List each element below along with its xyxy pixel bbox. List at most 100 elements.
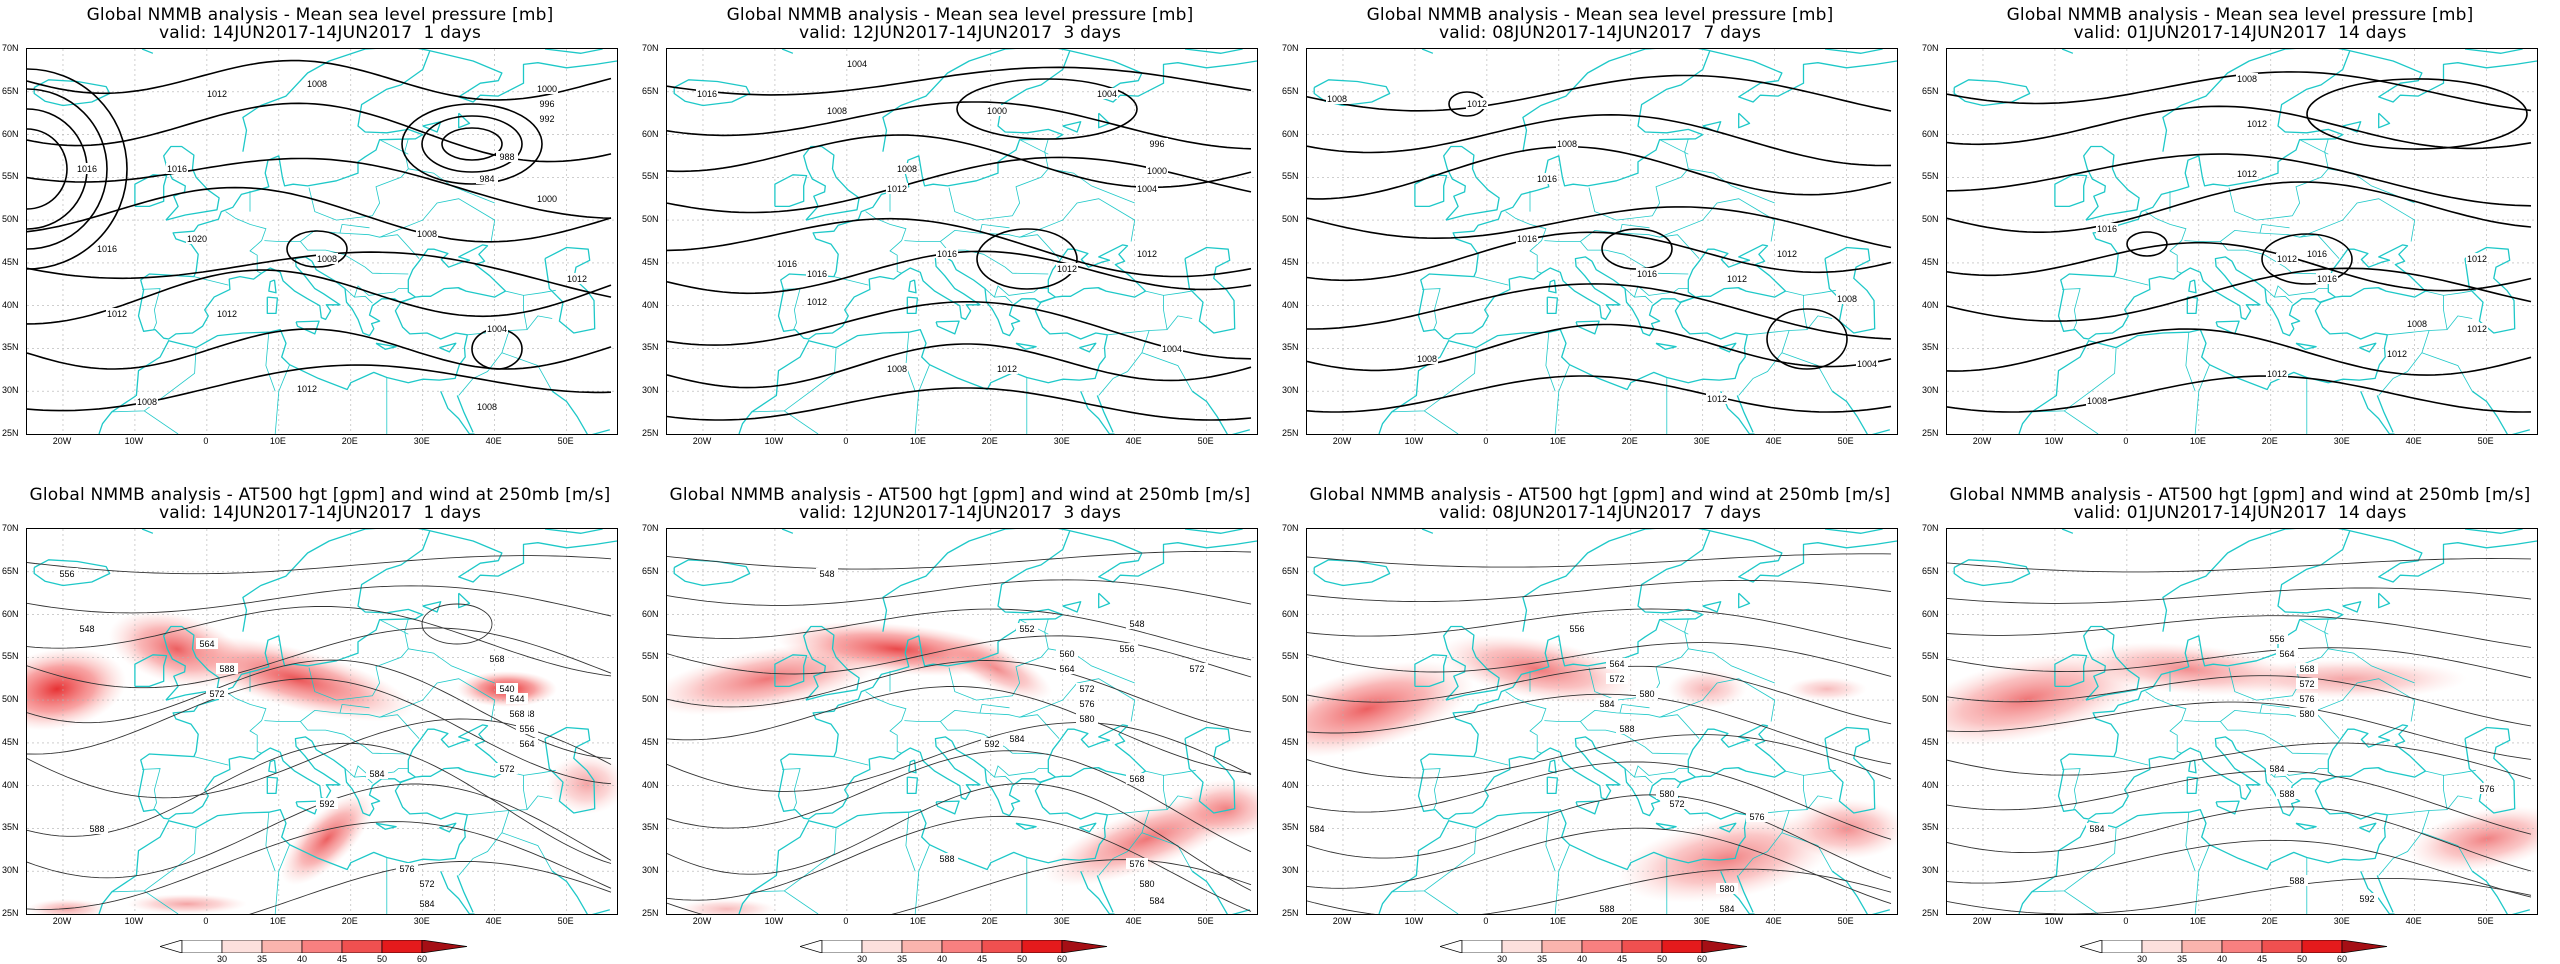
lat-tick-label: 55N	[1282, 651, 1299, 662]
map-area: 1004 1008 1000 1004 996 1000 1004 1008 1012 1016 1…	[666, 48, 1258, 435]
country-borders	[2031, 618, 2476, 914]
contour-label: 1012	[107, 309, 127, 319]
lat-tick-label: 70N	[1922, 523, 1939, 533]
colorbar-tick-label: 40	[1576, 954, 1587, 964]
panel-valid-period: valid: 14JUN2017-14JUN2017 1 days	[158, 23, 482, 43]
lon-tick-label: 30E	[2333, 916, 2350, 926]
lon-tick-label: 20W	[692, 436, 712, 446]
map-area: 5565485645885725685405445485565645725845…	[26, 528, 618, 915]
colorbar-tick-label: 30	[2136, 954, 2147, 964]
lat-tick-label: 25N	[1282, 428, 1299, 438]
contour-label: 1016	[697, 89, 717, 99]
coastlines	[1953, 49, 2537, 434]
colorbar-tick-label: 45	[336, 954, 347, 964]
contour-label: 580	[1639, 689, 1654, 699]
contour-lines	[27, 59, 612, 412]
lon-tick-label: 20W	[1332, 916, 1352, 926]
lat-tick-label: 65N	[642, 565, 659, 576]
lon-tick-label: 40E	[1125, 436, 1142, 446]
panel-valid-period: valid: 14JUN2017-14JUN2017 1 days	[158, 503, 482, 523]
contour-label: 1016	[167, 164, 187, 174]
lat-tick-label: 35N	[1282, 342, 1299, 353]
map-plot: 1008 1012 1012 1016 1012 1016 1016 1012 1008 1012…	[1947, 49, 2537, 434]
contour-label: 556	[1569, 624, 1584, 634]
contour-label: 1008	[897, 164, 917, 174]
map-area: 1012 1008 1000 996 992 988 984 1000 1016 1020 1016…	[26, 48, 618, 435]
lon-tick-label: 30E	[413, 436, 430, 446]
wind-colorbar	[1438, 939, 1770, 954]
contour-label: 556	[519, 724, 534, 734]
graticule	[1307, 49, 1897, 434]
lon-tick-label: 30E	[413, 916, 430, 926]
mslp-panel-4: Global NMMB analysis - Mean sea level pr…	[1920, 0, 2560, 480]
country-borders	[1391, 618, 1836, 914]
lat-tick-label: 60N	[1922, 608, 1939, 619]
contour-label: 584	[1309, 824, 1324, 834]
map-plot: 1008 1012 1008 1016 1016 1012 1012 1008 1016 1004…	[1307, 49, 1897, 434]
lon-tick-label: 10W	[764, 916, 784, 926]
lat-tick-label: 60N	[1282, 608, 1299, 619]
colorbar-tick-label: 60	[416, 954, 427, 964]
z500-panel-1: Global NMMB analysis - AT500 hgt [gpm] a…	[0, 480, 640, 960]
contour-label: 568	[2299, 664, 2314, 674]
contour-label: 552	[1019, 624, 1034, 634]
panel-title: Global NMMB analysis - Mean sea level pr…	[726, 5, 1194, 25]
lon-tick-label: 20E	[2261, 916, 2278, 926]
lat-tick-label: 35N	[1922, 342, 1939, 353]
lat-tick-label: 30N	[1282, 865, 1299, 876]
contour-label: 572	[1609, 674, 1624, 684]
contour-label: 1012	[567, 274, 587, 284]
lon-tick-label: 10E	[2189, 436, 2206, 446]
contour-label: 584	[2089, 824, 2104, 834]
lon-tick-label: 10W	[124, 916, 144, 926]
colorbar-tick-label: 60	[2336, 954, 2347, 964]
contour-label: 1008	[1417, 354, 1437, 364]
colorbar-tick-label: 30	[856, 954, 867, 964]
contour-lines	[27, 555, 612, 914]
lon-tick-label: 20W	[1332, 436, 1352, 446]
z500-panel-4: Global NMMB analysis - AT500 hgt [gpm] a…	[1920, 480, 2560, 960]
lat-tick-label: 25N	[2, 428, 19, 438]
lat-tick-label: 30N	[2, 865, 19, 876]
lon-tick-label: 50E	[1837, 916, 1854, 926]
lon-tick-label: 50E	[1197, 916, 1214, 926]
lat-tick-label: 60N	[642, 608, 659, 619]
lat-tick-label: 45N	[1922, 256, 1939, 267]
contour-label: 1000	[1147, 166, 1167, 176]
colorbar-tick-label: 30	[1496, 954, 1507, 964]
contour-label: 580	[1079, 714, 1094, 724]
lat-tick-label: 25N	[642, 908, 659, 918]
contour-label: 1020	[187, 234, 207, 244]
contour-label: 1012	[1727, 274, 1747, 284]
contour-label: 1012	[997, 364, 1017, 374]
jet-wind-shading	[1667, 669, 1747, 709]
contour-label: 1008	[2087, 396, 2107, 406]
contour-label: 1012	[887, 184, 907, 194]
lat-tick-label: 45N	[642, 256, 659, 267]
contour-label: 1016	[2317, 274, 2337, 284]
lon-tick-label: 0	[203, 916, 209, 926]
contour-label: 564	[1059, 664, 1074, 674]
jet-wind-shading	[281, 793, 373, 885]
contour-label: 584	[1149, 896, 1164, 906]
mslp-panel-2: Global NMMB analysis - Mean sea level pr…	[640, 0, 1280, 480]
contour-label: 1012	[1707, 394, 1727, 404]
lon-tick-label: 40E	[1125, 916, 1142, 926]
panel-valid-period: valid: 08JUN2017-14JUN2017 7 days	[1438, 23, 1762, 43]
lon-tick-label: 20E	[2261, 436, 2278, 446]
lat-tick-label: 50N	[2, 694, 19, 705]
lat-tick-label: 40N	[2, 779, 19, 790]
contour-label: 1012	[2467, 254, 2487, 264]
map-plot: 556 564 568 572 576 580 584 588 584 576 588 592	[1947, 529, 2537, 914]
lon-tick-label: 0	[1483, 916, 1489, 926]
lat-tick-label: 65N	[1922, 565, 1939, 576]
lat-tick-label: 25N	[1922, 908, 1939, 918]
wind-colorbar	[158, 939, 490, 954]
contour-label: 572	[209, 689, 224, 699]
contour-label: 580	[2299, 709, 2314, 719]
contour-label: 1016	[2097, 224, 2117, 234]
lat-tick-label: 50N	[1922, 214, 1939, 225]
colorbar-tick-label: 45	[2256, 954, 2267, 964]
lat-tick-label: 55N	[1282, 171, 1299, 182]
